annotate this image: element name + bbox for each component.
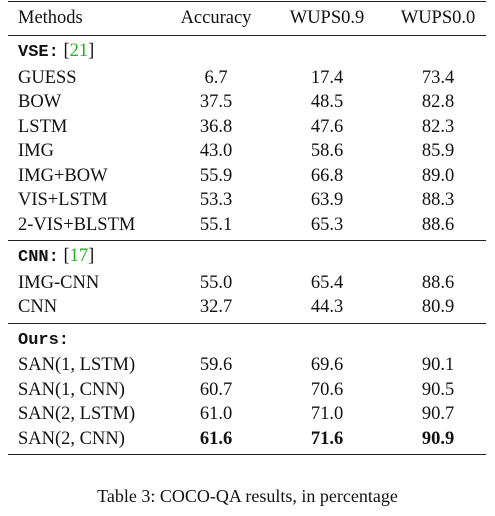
method-cell: LSTM bbox=[18, 116, 68, 137]
wups09-cell: 71.6 bbox=[310, 428, 344, 449]
table-group: Ours: SAN(1, LSTM) 59.6 69.6 90.1 SAN(1, CNN)… bbox=[8, 323, 486, 455]
header-wups09: WUPS0.9 bbox=[289, 8, 365, 28]
wups09-cell: 70.6 bbox=[310, 379, 344, 400]
wups00-cell: 82.8 bbox=[421, 92, 455, 112]
wups00-cell: 88.3 bbox=[421, 190, 455, 210]
table-row: IMG 43.0 58.6 85.9 bbox=[8, 139, 486, 164]
wups09-cell: 66.8 bbox=[310, 165, 344, 186]
wups00-cell: 88.6 bbox=[421, 214, 455, 235]
header-accuracy: Accuracy bbox=[180, 8, 252, 28]
accuracy-cell: 32.7 bbox=[199, 297, 233, 317]
table-row: CNN 32.7 44.3 80.9 bbox=[8, 295, 486, 323]
wups09-cell: 48.5 bbox=[310, 92, 344, 112]
method-cell: SAN(1, LSTM) bbox=[18, 355, 136, 375]
wups09-cell: 65.3 bbox=[310, 214, 344, 235]
accuracy-cell: 61.6 bbox=[199, 428, 233, 449]
accuracy-cell: 55.0 bbox=[199, 272, 233, 293]
group-label-row: Ours: bbox=[8, 323, 486, 353]
method-cell: IMG+BOW bbox=[18, 165, 108, 186]
method-cell: SAN(2, LSTM) bbox=[18, 404, 136, 424]
wups09-cell: 47.6 bbox=[310, 116, 344, 137]
table-row: VIS+LSTM 53.3 63.9 88.3 bbox=[8, 188, 486, 213]
table-row: 2-VIS+BLSTM 55.1 65.3 88.6 bbox=[8, 213, 486, 241]
table-row: BOW 37.5 48.5 82.8 bbox=[8, 90, 486, 115]
wups00-cell: 85.9 bbox=[421, 141, 455, 161]
wups09-cell: 44.3 bbox=[310, 297, 344, 317]
method-cell: BOW bbox=[18, 92, 62, 112]
accuracy-cell: 59.6 bbox=[199, 355, 233, 375]
method-cell: SAN(1, CNN) bbox=[18, 379, 125, 400]
citation-link[interactable]: 17 bbox=[69, 246, 89, 266]
header-row: Methods Accuracy WUPS0.9 WUPS0.0 bbox=[8, 1, 486, 36]
citation-bracket-close: ] bbox=[88, 246, 95, 266]
citation-link[interactable]: 21 bbox=[69, 41, 89, 61]
wups00-cell: 89.0 bbox=[421, 165, 455, 186]
wups00-cell: 90.1 bbox=[421, 355, 455, 375]
accuracy-cell: 60.7 bbox=[199, 379, 233, 400]
table-row: SAN(2, CNN) 61.6 71.6 90.9 bbox=[8, 427, 486, 455]
accuracy-cell: 37.5 bbox=[199, 92, 233, 112]
table-row: SAN(1, CNN) 60.7 70.6 90.5 bbox=[8, 378, 486, 403]
wups09-cell: 69.6 bbox=[310, 355, 344, 375]
wups09-cell: 63.9 bbox=[310, 190, 344, 210]
citation-bracket-open: [ bbox=[58, 41, 70, 61]
table-row: LSTM 36.8 47.6 82.3 bbox=[8, 115, 486, 140]
table-caption: Table 3: COCO-QA results, in percentage bbox=[97, 486, 398, 506]
group-label-cell: VSE: [21] bbox=[8, 36, 486, 66]
header-wups00: WUPS0.0 bbox=[400, 8, 476, 28]
citation-bracket-open: [ bbox=[58, 246, 70, 266]
method-cell: IMG-CNN bbox=[18, 272, 100, 293]
group-label: CNN: bbox=[18, 248, 59, 267]
table-row: GUESS 6.7 17.4 73.4 bbox=[8, 66, 486, 91]
table-row: SAN(2, LSTM) 61.0 71.0 90.7 bbox=[8, 402, 486, 427]
table-group: VSE: [21] GUESS 6.7 17.4 73.4 BOW 37.5 48.5 82.8… bbox=[8, 36, 486, 241]
accuracy-cell: 55.9 bbox=[199, 165, 233, 186]
accuracy-cell: 53.3 bbox=[199, 190, 233, 210]
results-table: Methods Accuracy WUPS0.9 WUPS0.0 VSE: [2… bbox=[8, 1, 486, 455]
table-row: IMG+BOW 55.9 66.8 89.0 bbox=[8, 164, 486, 189]
wups00-cell: 73.4 bbox=[421, 67, 455, 88]
group-label: VSE: bbox=[18, 43, 59, 62]
method-cell: VIS+LSTM bbox=[18, 190, 108, 210]
wups00-cell: 80.9 bbox=[421, 297, 455, 317]
table-row: IMG-CNN 55.0 65.4 88.6 bbox=[8, 271, 486, 296]
accuracy-cell: 61.0 bbox=[199, 404, 233, 424]
accuracy-cell: 55.1 bbox=[199, 214, 233, 235]
group-label-cell: Ours: bbox=[8, 323, 486, 353]
wups09-cell: 58.6 bbox=[310, 141, 344, 161]
wups00-cell: 88.6 bbox=[421, 272, 455, 293]
wups09-cell: 65.4 bbox=[310, 272, 344, 293]
wups09-cell: 17.4 bbox=[310, 67, 344, 88]
table-group: CNN: [17] IMG-CNN 55.0 65.4 88.6 CNN 32.7 44.3 8… bbox=[8, 241, 486, 323]
method-cell: 2-VIS+BLSTM bbox=[18, 214, 136, 235]
wups00-cell: 82.3 bbox=[421, 116, 455, 137]
wups09-cell: 71.0 bbox=[310, 404, 344, 424]
group-label-row: CNN: [17] bbox=[8, 241, 486, 271]
accuracy-cell: 6.7 bbox=[204, 67, 228, 88]
header-methods: Methods bbox=[18, 8, 83, 28]
accuracy-cell: 43.0 bbox=[199, 141, 233, 161]
method-cell: SAN(2, CNN) bbox=[18, 428, 125, 449]
method-cell: CNN bbox=[18, 297, 58, 317]
method-cell: IMG bbox=[18, 141, 54, 161]
wups00-cell: 90.5 bbox=[421, 379, 455, 400]
accuracy-cell: 36.8 bbox=[199, 116, 233, 137]
group-label-cell: CNN: [17] bbox=[8, 241, 486, 271]
group-label-row: VSE: [21] bbox=[8, 36, 486, 66]
table-header: Methods Accuracy WUPS0.9 WUPS0.0 bbox=[8, 1, 486, 36]
method-cell: GUESS bbox=[18, 67, 77, 88]
wups00-cell: 90.7 bbox=[421, 404, 455, 424]
citation-bracket-close: ] bbox=[88, 41, 95, 61]
wups00-cell: 90.9 bbox=[421, 428, 455, 449]
table-row: SAN(1, LSTM) 59.6 69.6 90.1 bbox=[8, 353, 486, 378]
group-label: Ours: bbox=[18, 330, 70, 350]
